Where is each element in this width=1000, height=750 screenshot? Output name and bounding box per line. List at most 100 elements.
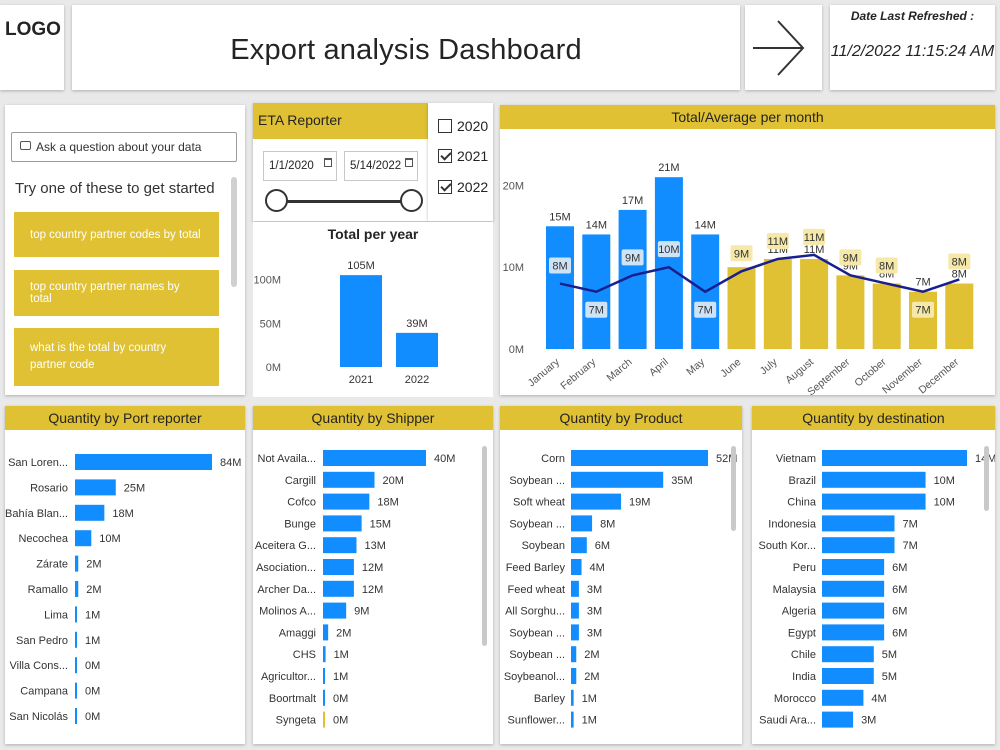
start-date-input[interactable]: 1/1/2020	[263, 151, 337, 181]
data-label: 15M	[370, 518, 391, 530]
scrollbar[interactable]	[231, 177, 237, 287]
data-label: 8M	[952, 269, 967, 281]
checkbox[interactable]	[438, 180, 452, 194]
bar	[571, 515, 593, 532]
refresh-label: Date Last Refreshed :	[850, 9, 975, 23]
year-option[interactable]: 2020	[438, 118, 488, 134]
chart-svg: San Loren... 84M Rosario 25M Bahía Blan... 18…	[5, 454, 241, 724]
year-option[interactable]: 2021	[438, 148, 488, 164]
category-label: Vietnam	[776, 453, 816, 465]
bar	[654, 177, 683, 349]
category-label: Corn	[541, 453, 565, 465]
category-label: Campana	[20, 686, 69, 698]
data-label: 9M	[354, 606, 369, 618]
end-date-input[interactable]: 5/14/2022	[344, 151, 418, 181]
checkbox[interactable]	[438, 119, 452, 133]
category-label: Soft wheat	[513, 497, 565, 509]
category-label: Syngeta	[276, 715, 317, 727]
scrollbar[interactable]	[731, 446, 736, 531]
line-data-label: 7M	[915, 305, 930, 317]
bar	[571, 646, 577, 663]
data-label: 1M	[85, 609, 100, 621]
arrow-right-icon	[753, 20, 805, 76]
category-label: Sunflower...	[508, 715, 565, 727]
data-label: 1M	[582, 693, 597, 705]
category-label: Feed Barley	[506, 562, 566, 574]
refresh-value: 11/2/2022 11:15:24 AM	[830, 43, 995, 60]
data-label: 6M	[892, 606, 907, 618]
category-label: Cargill	[285, 475, 316, 487]
date-range-slider[interactable]	[275, 200, 412, 203]
qa-input[interactable]: Ask a question about your data	[11, 132, 237, 162]
quantity-by-product-chart: Quantity by Product Corn 52M Soybean ... 35…	[500, 406, 742, 744]
bar	[75, 530, 92, 547]
year-option[interactable]: 2022	[438, 179, 488, 195]
y-tick-label: 50M	[260, 318, 281, 330]
category-label: Ramallo	[28, 584, 68, 596]
x-tick-label: December	[916, 356, 961, 395]
line-label-bg	[875, 257, 898, 274]
x-tick-label: May	[684, 356, 707, 378]
next-page-button[interactable]	[745, 5, 822, 90]
slider-start-handle[interactable]	[265, 189, 288, 212]
line-data-label: 9M	[625, 252, 640, 264]
bar	[822, 493, 926, 510]
category-label: Soybean ...	[509, 627, 565, 639]
checkbox[interactable]	[438, 149, 452, 163]
data-label: 0M	[85, 686, 100, 698]
category-label: Molinos A...	[259, 606, 316, 618]
bar	[822, 711, 854, 728]
category-label: Villa Cons...	[10, 660, 69, 672]
line-data-label: 8M	[879, 261, 894, 273]
year-label: 2022	[457, 179, 489, 195]
bar	[571, 559, 582, 575]
x-tick-label: 2021	[349, 374, 373, 386]
bar	[75, 631, 77, 648]
y-tick-label: 20M	[503, 180, 524, 192]
chart-title: Total/Average per month	[500, 105, 995, 129]
line-data-label: 8M	[952, 256, 967, 268]
bar	[571, 711, 574, 728]
line-label-bg	[621, 249, 644, 266]
bar	[323, 668, 325, 684]
data-label: 6M	[595, 540, 610, 552]
bar	[340, 275, 382, 367]
bar	[822, 471, 926, 488]
data-label: 7M	[915, 277, 930, 289]
qa-suggestion-label: what is the total by country partner cod…	[30, 342, 167, 371]
data-label: 35M	[671, 475, 692, 487]
bar	[822, 646, 874, 663]
category-label: Not Availa...	[258, 453, 317, 465]
qa-placeholder: Ask a question about your data	[36, 140, 202, 154]
bar	[323, 711, 325, 728]
qa-suggestion[interactable]: top country partner codes by total	[14, 212, 219, 257]
scrollbar[interactable]	[984, 446, 989, 511]
line-label-bg	[803, 228, 826, 245]
slider-end-handle[interactable]	[400, 189, 423, 212]
line-data-label: 11M	[768, 236, 789, 248]
data-label: 6M	[892, 584, 907, 596]
bar	[396, 332, 438, 367]
category-label: India	[792, 671, 817, 683]
quantity-by-shipper-chart: Quantity by Shipper Not Availa... 40M Carg…	[253, 406, 493, 744]
line-label-bg	[948, 253, 971, 270]
data-label: 7M	[903, 540, 918, 552]
bar	[323, 559, 354, 575]
qa-suggestion[interactable]: top country partner names by total	[14, 270, 219, 316]
bar	[822, 624, 885, 641]
bar	[75, 682, 77, 699]
category-label: Boortmalt	[269, 693, 316, 705]
bar	[323, 450, 426, 466]
data-label: 3M	[587, 584, 602, 596]
category-label: Agricultor...	[261, 671, 316, 683]
bar	[75, 454, 212, 470]
category-label: CHS	[293, 649, 316, 661]
scrollbar[interactable]	[482, 446, 487, 646]
chart-title: Quantity by Shipper	[253, 406, 493, 430]
bar	[75, 606, 77, 623]
page-title: Export analysis Dashboard	[230, 34, 582, 66]
qa-suggestion-label: top country partner names by total	[30, 281, 180, 305]
bar	[872, 283, 901, 349]
qa-suggestion[interactable]: what is the total by country partner cod…	[14, 328, 219, 386]
category-label: Bahía Blan...	[5, 508, 68, 520]
